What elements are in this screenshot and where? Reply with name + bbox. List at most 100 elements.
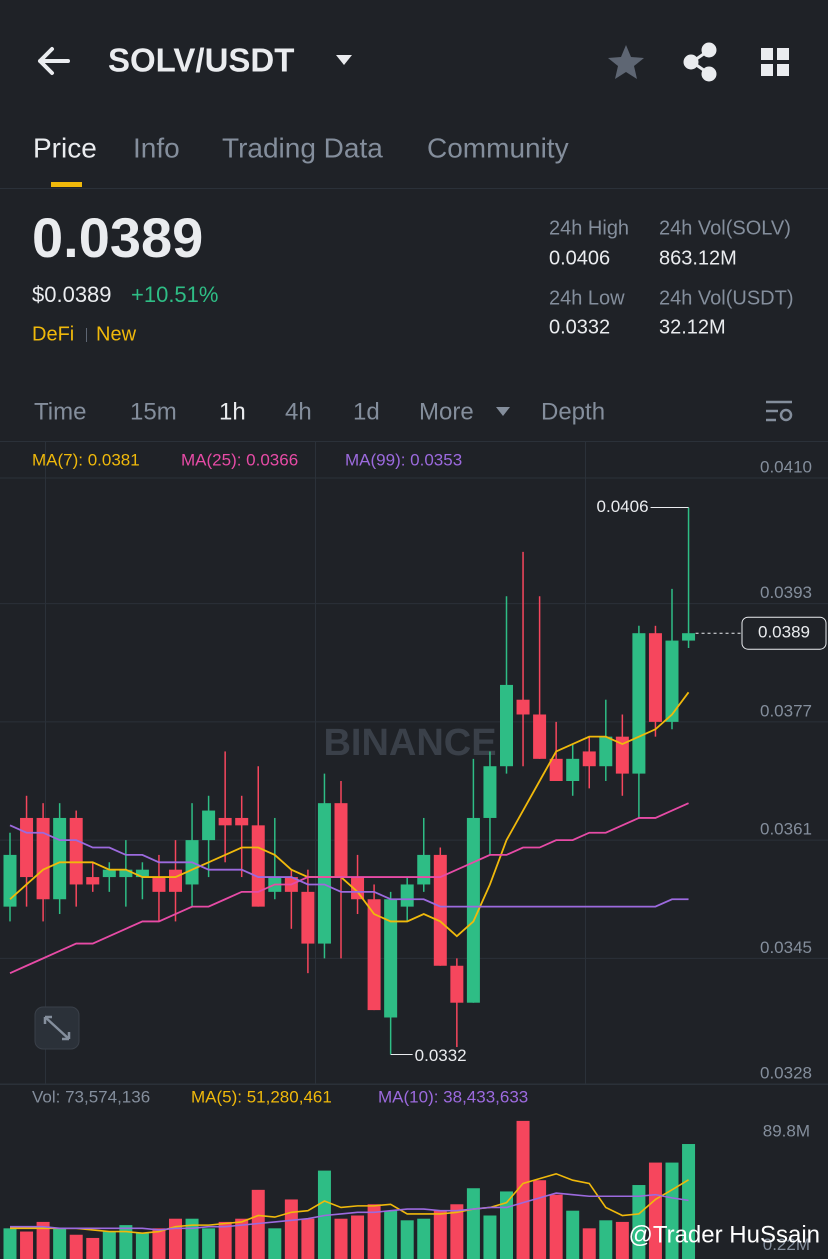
pair-title[interactable]: SOLV/USDT <box>108 42 294 79</box>
high-label: 0.0406 <box>597 497 649 516</box>
volume-bar <box>169 1218 182 1259</box>
volume-bar <box>615 1221 629 1259</box>
candle-body <box>69 817 83 885</box>
candle-body <box>86 877 100 885</box>
volume-bar <box>251 1189 265 1259</box>
tag[interactable]: DeFi <box>32 323 74 345</box>
more-caret[interactable] <box>496 407 510 416</box>
volume-bar <box>69 1234 83 1259</box>
stat-label: 24h Vol(SOLV) <box>659 217 791 239</box>
y-tick-label: 89.8M <box>763 1121 810 1140</box>
volume-bar <box>367 1204 381 1259</box>
volume-bar <box>102 1231 116 1259</box>
volume-bar <box>632 1185 646 1259</box>
volume-bar <box>202 1228 216 1259</box>
candle-body <box>36 817 50 900</box>
volume-bar <box>400 1220 414 1259</box>
pair-dropdown[interactable] <box>336 55 352 65</box>
legend-entry: MA(25): 0.0366 <box>181 450 298 469</box>
y-tick-label: 0.0377 <box>760 701 812 720</box>
grid-icon <box>761 48 773 60</box>
tag[interactable]: New <box>96 323 137 345</box>
y-tick-label: 0.0328 <box>760 1063 812 1082</box>
candle-body <box>135 869 149 878</box>
share-icon <box>701 66 717 82</box>
ma-line <box>10 1192 689 1231</box>
candle-body <box>665 640 679 722</box>
volume-bar <box>334 1218 348 1259</box>
candle-body <box>301 891 315 944</box>
candle-body <box>367 899 381 1011</box>
volume-bar <box>53 1228 67 1259</box>
low-label: 0.0332 <box>415 1046 467 1065</box>
volume-bar <box>582 1228 596 1259</box>
stat-value: 863.12M <box>659 247 737 269</box>
volume-bar <box>516 1120 530 1259</box>
volume-bar <box>384 1210 398 1259</box>
interval[interactable]: Depth <box>541 398 605 425</box>
interval[interactable]: Time <box>34 398 86 425</box>
candle-body <box>682 633 696 641</box>
volume-bar <box>36 1221 50 1259</box>
stat-label: 24h Low <box>549 287 625 309</box>
back-button[interactable] <box>38 47 70 75</box>
tab[interactable]: Community <box>427 132 569 163</box>
candle-body <box>566 758 580 781</box>
volume-bar <box>218 1221 232 1259</box>
interval[interactable]: More <box>419 398 474 425</box>
candle-body <box>334 803 348 878</box>
volume-bar <box>235 1218 249 1259</box>
fullscreen-button[interactable] <box>34 1006 80 1050</box>
tab[interactable]: Trading Data <box>222 132 383 163</box>
volume-label: Vol: 73,574,136 <box>32 1087 150 1106</box>
candle-body <box>20 817 34 878</box>
share-button[interactable] <box>683 42 717 82</box>
ma-line <box>10 1172 689 1234</box>
tab[interactable]: Info <box>133 132 180 163</box>
share-icon <box>683 54 699 70</box>
legend-entry: MA(5): 51,280,461 <box>191 1087 332 1106</box>
settings-icon <box>779 408 793 422</box>
usd-price: $0.0389 <box>32 282 112 307</box>
divider <box>0 441 828 442</box>
volume-bar <box>648 1162 662 1259</box>
fullscreen-icon <box>43 1015 71 1041</box>
volume-bar <box>500 1191 513 1259</box>
interval[interactable]: 1d <box>353 398 380 425</box>
candle-body <box>202 810 216 841</box>
interval[interactable]: 1h <box>219 398 246 425</box>
candle-body <box>533 714 547 759</box>
candle-body <box>169 869 182 892</box>
volume-bar <box>549 1194 563 1259</box>
tab-indicator <box>51 182 82 187</box>
volume-bar <box>450 1204 464 1259</box>
y-tick-label: 0.0361 <box>760 820 812 839</box>
volume-bar <box>665 1162 679 1259</box>
favorite-star[interactable] <box>608 45 644 79</box>
volume-bar <box>3 1228 17 1259</box>
interval[interactable]: 15m <box>130 398 177 425</box>
volume-bar <box>417 1218 431 1259</box>
candle-body <box>615 736 629 774</box>
ma-line <box>9 802 689 974</box>
y-tick-label: 0.0393 <box>760 583 812 602</box>
candle-body <box>632 633 646 774</box>
volume-bar <box>268 1228 282 1259</box>
legend-entry: MA(99): 0.0353 <box>345 450 462 469</box>
interval[interactable]: 4h <box>285 398 312 425</box>
y-tick-label: 0.22M <box>763 1235 810 1254</box>
candle-body <box>483 766 497 818</box>
candle-body <box>119 869 133 878</box>
volume-bar <box>599 1220 613 1259</box>
layout-button[interactable] <box>761 48 789 76</box>
legend-entry: MA(10): 38,433,633 <box>378 1087 528 1106</box>
volume-bar <box>533 1180 547 1259</box>
chart-settings[interactable] <box>766 400 793 422</box>
tab[interactable]: Price <box>33 132 97 163</box>
candle-body <box>53 817 67 900</box>
stat-label: 24h High <box>549 217 629 239</box>
grid-icon <box>761 64 773 76</box>
legend-entry: MA(7): 0.0381 <box>32 450 140 469</box>
